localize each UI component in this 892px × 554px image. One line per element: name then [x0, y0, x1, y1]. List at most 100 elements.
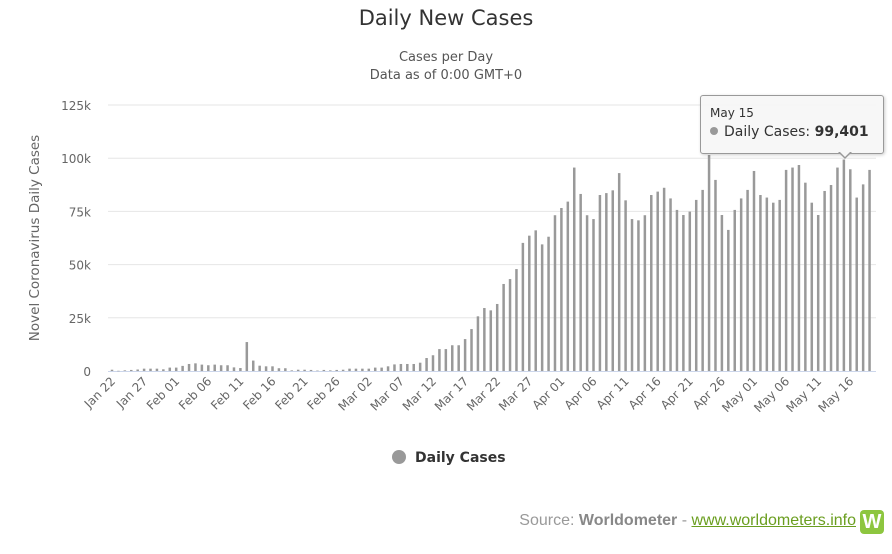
bar: [656, 191, 659, 371]
y-tick-label: 25k: [69, 312, 91, 326]
bar: [264, 366, 268, 371]
bar: [239, 368, 242, 371]
bar: [187, 363, 191, 371]
bar: [617, 173, 621, 371]
x-tick-label: Feb 06: [176, 374, 214, 412]
chart-subtitle: Cases per Day: [398, 50, 494, 65]
bar: [213, 364, 216, 371]
y-tick-label: 0: [83, 365, 91, 379]
tooltip-label: Daily Cases:: [724, 124, 815, 140]
x-tick-label: Feb 16: [240, 374, 278, 412]
bar: [296, 369, 300, 371]
bar: [149, 368, 152, 371]
bar: [694, 199, 698, 371]
bar: [553, 215, 557, 371]
tooltip-value: 99,401: [814, 124, 869, 140]
bar: [528, 235, 531, 371]
legend-item-daily-cases[interactable]: Daily Cases: [392, 450, 506, 466]
bar: [110, 369, 114, 371]
bar: [842, 159, 846, 371]
bar: [669, 198, 672, 371]
x-tick-label: Feb 11: [208, 374, 246, 412]
bar: [592, 219, 595, 371]
bar: [207, 365, 210, 371]
bar: [855, 197, 858, 371]
bar: [341, 369, 345, 371]
x-tick-label: Mar 22: [464, 374, 503, 413]
bar: [123, 370, 127, 371]
bar: [765, 197, 769, 371]
bar: [836, 167, 839, 371]
chart-title: Daily New Cases: [358, 6, 534, 30]
bar: [810, 202, 814, 371]
bar: [720, 215, 724, 371]
bar: [682, 215, 685, 371]
bar: [701, 189, 704, 371]
x-tick-label: Mar 17: [432, 374, 471, 413]
x-tick-label: Apr 16: [626, 374, 664, 412]
x-tick-label: Apr 11: [594, 374, 632, 412]
bar: [406, 363, 409, 371]
bar: [572, 167, 576, 371]
bar: [451, 345, 454, 371]
bar: [662, 187, 666, 371]
x-tick-label: Feb 26: [304, 374, 342, 412]
bar: [335, 369, 338, 371]
bar: [200, 364, 204, 371]
bar: [399, 363, 403, 371]
bar: [142, 368, 146, 371]
bar: [470, 329, 473, 371]
bar: [181, 365, 184, 371]
bar: [630, 219, 634, 371]
bar: [707, 155, 711, 371]
bar: [611, 190, 615, 371]
bar: [232, 367, 236, 371]
bar: [418, 362, 422, 371]
bar: [714, 179, 717, 371]
x-tick-label: Apr 21: [658, 374, 696, 412]
bar: [849, 169, 852, 371]
x-tick-label: Apr 01: [529, 374, 567, 412]
legend-label: Daily Cases: [415, 450, 506, 466]
source-label: Source:: [519, 512, 579, 529]
bar: [155, 368, 159, 371]
y-axis-title: Novel Coronavirus Daily Cases: [27, 135, 43, 341]
x-tick-label: Apr 06: [562, 374, 600, 412]
bar: [829, 185, 833, 371]
x-tick-label: Mar 02: [336, 374, 375, 413]
bar: [425, 358, 428, 371]
x-tick-label: May 16: [815, 374, 856, 415]
bar: [739, 198, 743, 371]
bar: [251, 360, 255, 371]
tooltip-row: Daily Cases: 99,401: [710, 124, 869, 140]
x-tick-label: Jan 22: [81, 374, 118, 411]
bar: [515, 269, 518, 371]
worldometer-logo-icon[interactable]: W: [860, 510, 884, 534]
bar: [566, 201, 570, 371]
bar: [637, 220, 640, 371]
source-link[interactable]: www.worldometers.info: [691, 512, 857, 529]
bar: [483, 308, 486, 371]
bar: [194, 363, 197, 371]
bar: [733, 209, 736, 371]
bar: [772, 202, 775, 371]
bar: [322, 369, 326, 371]
bar: [316, 370, 319, 372]
x-tick-label: Feb 21: [272, 374, 310, 412]
bar: [547, 236, 550, 371]
bar: [823, 190, 826, 371]
bar: [598, 195, 602, 371]
bar: [444, 349, 448, 371]
bar: [534, 230, 537, 371]
bar: [354, 368, 358, 371]
y-tick-label: 50k: [69, 259, 91, 273]
x-tick-label: Jan 27: [113, 374, 150, 411]
bar: [303, 369, 306, 371]
bar: [502, 283, 505, 371]
bar: [759, 195, 762, 371]
bar: [219, 365, 223, 371]
bar: [130, 369, 133, 371]
bar: [162, 369, 165, 371]
bar: [521, 242, 525, 371]
